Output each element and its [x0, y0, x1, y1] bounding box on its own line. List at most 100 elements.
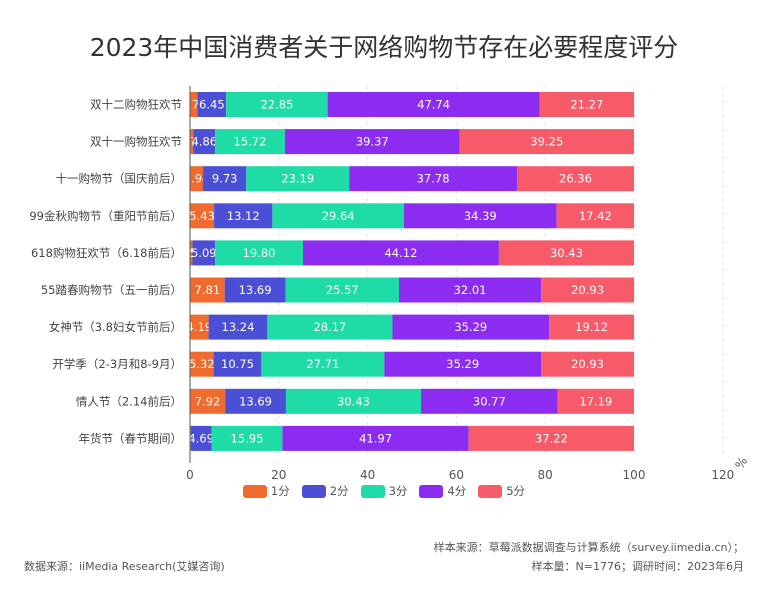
- bar-segment: [215, 129, 285, 155]
- bar-value-label: 30.43: [337, 394, 370, 408]
- x-tick-label: 20: [271, 468, 286, 482]
- bar-value-label: 19.12: [575, 320, 608, 334]
- bar-value-label: 15.95: [231, 431, 264, 445]
- category-label: 女神节（3.8妇女节前后）: [49, 320, 182, 334]
- bar-value-label: 13.69: [239, 394, 272, 408]
- bar-value-label: 29.64: [322, 209, 355, 223]
- bar-value-label: 37.22: [535, 431, 568, 445]
- x-tick-label: 120: [711, 468, 734, 482]
- bar-segment: [192, 240, 216, 266]
- bar-segment: [421, 388, 558, 414]
- bar-segment: [403, 203, 557, 229]
- category-label: 618购物狂欢节（6.18前后）: [31, 246, 182, 260]
- bar-segment: [214, 203, 273, 229]
- bar-segment: [213, 351, 262, 377]
- bar-value-label: 4.86: [191, 135, 217, 149]
- bar-value-label: 23.19: [281, 172, 314, 186]
- bar-segment: [190, 203, 215, 229]
- bar-value-label: 7.81: [195, 283, 221, 297]
- bar-value-label: 25.57: [326, 283, 359, 297]
- bar-segment: [190, 388, 226, 414]
- bar-segment: [215, 240, 303, 266]
- legend-swatch: [478, 484, 503, 498]
- legend-item[interactable]: 5分: [478, 483, 525, 499]
- bar-value-label: 26.36: [559, 172, 592, 186]
- bar-segment: [272, 203, 404, 229]
- legend-swatch: [419, 484, 444, 498]
- bar-segment: [190, 277, 225, 303]
- bar-value-label: 47.74: [417, 98, 450, 112]
- bar-value-label: 28.17: [313, 320, 346, 334]
- bar-value-label: 4.69: [188, 431, 214, 445]
- bar-value-label: 39.37: [356, 135, 389, 149]
- bar-segment: [549, 314, 635, 340]
- legend-item[interactable]: 4分: [419, 483, 466, 499]
- bar-segment: [197, 92, 227, 117]
- bar-segment: [261, 351, 385, 377]
- bar-value-label: 35.29: [454, 320, 487, 334]
- category-label: 双十二购物狂欢节: [90, 98, 182, 112]
- unit-label: %: [732, 455, 750, 472]
- bar-segment: [224, 277, 286, 303]
- bar-segment: [190, 240, 193, 266]
- bar-value-label: 30.43: [550, 246, 583, 260]
- legend-swatch: [360, 484, 385, 498]
- category-label: 双十一购物狂欢节: [90, 135, 182, 149]
- bar-segment: [516, 166, 634, 192]
- bar-value-label: 5.32: [189, 357, 215, 371]
- bar-value-label: 15.72: [234, 135, 267, 149]
- legend-label: 3分: [388, 484, 408, 498]
- bar-segment: [384, 351, 542, 377]
- bar-segment: [226, 92, 328, 117]
- bar-value-label: 44.12: [384, 246, 417, 260]
- data-source-note: 数据来源：iiMedia Research(艾媒咨询): [24, 560, 225, 573]
- bar-segment: [556, 203, 634, 229]
- bar-value-label: 21.27: [570, 98, 603, 112]
- bar-segment: [208, 314, 268, 340]
- bar-value-label: 37.78: [417, 172, 450, 186]
- bar-value-label: 20.93: [571, 283, 604, 297]
- bar-value-label: 5.09: [191, 246, 217, 260]
- bar-segment: [327, 92, 540, 117]
- category-label: 十一购物节（国庆前后）: [56, 172, 183, 186]
- chart-legend: 1分 2分 3分 4分 5分: [0, 483, 768, 499]
- bar-segment: [246, 166, 350, 192]
- bar-value-label: 13.69: [239, 283, 272, 297]
- legend-item[interactable]: 1分: [242, 483, 290, 499]
- bar-segment: [468, 425, 634, 451]
- bar-value-label: 41.97: [359, 431, 392, 445]
- bar-value-label: 17.19: [579, 394, 612, 408]
- category-label: 情人节（2.14前后）: [76, 394, 182, 408]
- bar-segment: [190, 92, 198, 117]
- x-tick-label: 100: [623, 468, 646, 482]
- bar-value-label: 7.92: [195, 394, 221, 408]
- legend-item[interactable]: 2分: [301, 483, 349, 499]
- bar-value-label: 39.25: [530, 135, 563, 149]
- legend-label: 1分: [270, 484, 290, 498]
- bar-segment: [190, 314, 209, 340]
- bar-value-label: 10.75: [221, 357, 254, 371]
- x-tick-label: 0: [186, 468, 194, 482]
- bar-value-label: 34.39: [464, 209, 497, 223]
- bar-segment: [285, 388, 422, 414]
- bar-segment: [539, 92, 635, 117]
- bar-segment: [349, 166, 517, 192]
- bar-value-label: 13.24: [222, 320, 255, 334]
- bar-value-label: 32.01: [454, 283, 487, 297]
- category-label: 开学季（2-3月和8-9月）: [52, 357, 182, 371]
- bar-value-label: 35.29: [446, 357, 479, 371]
- bar-segment: [398, 277, 542, 303]
- bar-value-label: 17.42: [579, 209, 612, 223]
- chart-title: 2023年中国消费者关于网络购物节存在必要程度评分: [89, 33, 679, 62]
- legend-swatch: [242, 484, 267, 498]
- legend-label: 5分: [506, 484, 526, 498]
- x-tick-label: 40: [360, 468, 375, 482]
- bar-segment: [225, 388, 286, 414]
- bar-segment: [285, 277, 399, 303]
- legend-item[interactable]: 3分: [360, 483, 408, 499]
- bar-segment: [203, 166, 247, 192]
- bar-value-label: 19.80: [243, 246, 276, 260]
- bar-value-label: 27.71: [306, 357, 339, 371]
- sample-source-note: 样本来源：草莓派数据调查与计算系统（survey.iimedia.cn）；: [433, 541, 744, 554]
